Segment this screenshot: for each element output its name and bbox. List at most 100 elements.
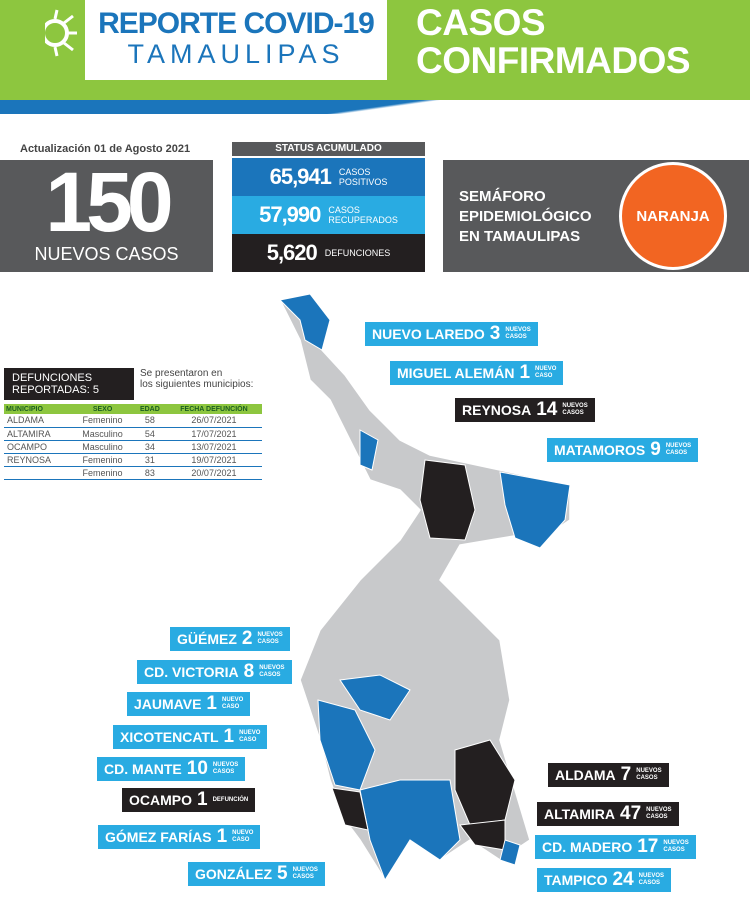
map-label-g-mez: GÜÉMEZ 2 NUEVOS CASOS [170,627,290,651]
section-line2: CONFIRMADOS [416,40,691,81]
table-cell: Masculino [71,427,134,441]
table-cell: ALTAMIRA [4,427,72,441]
map-label-reynosa: REYNOSA 14 NUEVOS CASOS [455,398,595,422]
semaforo-text: SEMÁFORO EPIDEMIOLÓGICO EN TAMAULIPAS [459,188,592,245]
table-cell: OCAMPO [4,440,72,454]
case-unit: NUEVO CASO [535,366,557,379]
municipality-name: CD. MANTE [104,761,182,777]
map-label-cd-victoria: CD. VICTORIA 8 NUEVOS CASOS [137,660,292,684]
case-count: 9 [650,439,661,460]
table-row: ALDAMA Femenino 58 26/07/2021 [4,414,262,428]
case-count: 7 [620,764,632,785]
semaforo-box: SEMÁFORO EPIDEMIOLÓGICO EN TAMAULIPAS NARA… [443,160,749,272]
label: DEFUNCIONES [324,248,391,258]
table-cell: 19/07/2021 [165,453,262,467]
case-count: 3 [489,323,501,344]
update-date: Actualización 01 de Agosto 2021 [20,143,191,155]
value: 57,990 [259,202,321,227]
status-recovered: 57,990 CASOS RECUPERADOS [232,196,425,234]
region-ocampo [331,787,369,831]
section-line1: CASOS [416,2,546,43]
case-count: 17 [637,836,659,857]
case-unit: NUEVOS CASOS [292,867,318,880]
case-unit: NUEVOS CASOS [505,327,531,340]
municipality-name: XICOTENCATL [120,729,219,745]
map-label-jaumave: JAUMAVE 1 NUEVO CASO [127,692,251,716]
municipality-name: TAMPICO [544,872,608,888]
municipality-name: ALTAMIRA [544,806,616,822]
deaths-table: MUNICIPIO SEXO EDAD FECHA DEFUNCIÓN ALDAMA F… [4,404,262,480]
region-reynosa [419,459,476,541]
municipality-name: MIGUEL ALEMÁN [397,365,515,381]
table-cell: Masculino [71,440,134,454]
case-unit: DEFUNCIÓN [212,796,249,803]
deaths-note: Se presentaron en los siguientes municipi… [140,368,254,390]
tamaulipas-map [278,293,571,882]
case-unit: NUEVOS CASOS [562,403,588,416]
case-unit: NUEVOS CASOS [257,632,283,645]
status-positive: 65,941 CASOS POSITIVOS [232,158,425,196]
municipality-name: GONZÁLEZ [195,866,272,882]
map-label-tampico: TAMPICO 24 NUEVOS CASOS [537,868,671,892]
table-cell: 26/07/2021 [165,414,262,428]
case-count: 47 [620,803,642,824]
table-cell: Femenino [71,466,134,480]
status-title: STATUS ACUMULADO [232,142,425,156]
table-cell: ALDAMA [4,414,72,428]
map-label-nuevo-laredo: NUEVO LAREDO 3 NUEVOS CASOS [365,322,538,346]
map-label-aldama: ALDAMA 7 NUEVOS CASOS [548,763,669,787]
map-label-gonz-lez: GONZÁLEZ 5 NUEVOS CASOS [188,862,325,886]
header-stripe [0,100,750,114]
label: CASOS POSITIVOS [338,167,388,187]
map-label-g-mez-far-as: GÓMEZ FARÍAS 1 NUEVO CASO [98,825,261,849]
case-count: 24 [612,869,634,890]
municipality-name: MATAMOROS [554,442,646,458]
label: CASOS RECUPERADOS [328,205,398,225]
case-unit: NUEVOS CASOS [636,768,662,781]
region-matamoros [499,471,571,549]
semaforo-level-badge: NARANJA [619,162,727,270]
region-south-blue [359,779,461,882]
new-cases-box: 150 NUEVOS CASOS [0,160,213,272]
table-row: Femenino 83 20/07/2021 [4,466,262,480]
case-count: 14 [536,399,558,420]
case-count: 1 [519,362,531,383]
title-line1: REPORTE COVID-19 [98,7,375,40]
case-unit: NUEVO CASO [232,830,254,843]
municipality-name: REYNOSA [462,402,532,418]
case-count: 2 [241,628,253,649]
case-unit: NUEVOS CASOS [646,807,672,820]
table-cell: 83 [133,466,166,480]
case-count: 5 [277,863,288,884]
case-unit: NUEVOS CASOS [663,840,689,853]
report-title: REPORTE COVID-19 TAMAULIPAS [85,0,387,80]
case-count: 1 [223,726,235,747]
municipality-name: JAUMAVE [134,696,202,712]
table-row: REYNOSA Femenino 31 19/07/2021 [4,453,262,467]
map-label-miguel-alem-n: MIGUEL ALEMÁN 1 NUEVO CASO [390,361,564,385]
case-unit: NUEVOS CASOS [259,665,285,678]
value: 65,941 [269,164,332,189]
region-tampico [499,839,521,866]
case-count: 1 [197,789,208,810]
table-cell: REYNOSA [4,453,72,467]
map-label-matamoros: MATAMOROS 9 NUEVOS CASOS [547,438,699,462]
deaths-title: DEFUNCIONES REPORTADAS: 5 [4,368,134,400]
table-cell: 13/07/2021 [165,440,262,454]
case-unit: NUEVO CASO [239,730,261,743]
municipality-name: GÓMEZ FARÍAS [105,829,212,845]
case-count: 1 [216,826,228,847]
municipality-name: ALDAMA [555,767,616,783]
table-cell: 54 [133,427,166,441]
case-unit: NUEVOS CASOS [212,762,239,775]
case-unit: NUEVOS CASOS [638,873,664,886]
table-row: OCAMPO Masculino 34 13/07/2021 [4,440,262,454]
case-unit: NUEVOS CASOS [665,443,692,456]
region-nuevo-laredo [278,293,331,351]
map-label-cd-madero: CD. MADERO 17 NUEVOS CASOS [535,835,696,859]
table-cell: 20/07/2021 [165,466,262,480]
table-cell: Femenino [71,453,134,467]
municipality-name: CD. VICTORIA [144,664,239,680]
case-count: 8 [243,661,255,682]
map-label-xicotencatl: XICOTENCATL 1 NUEVO CASO [113,725,268,749]
